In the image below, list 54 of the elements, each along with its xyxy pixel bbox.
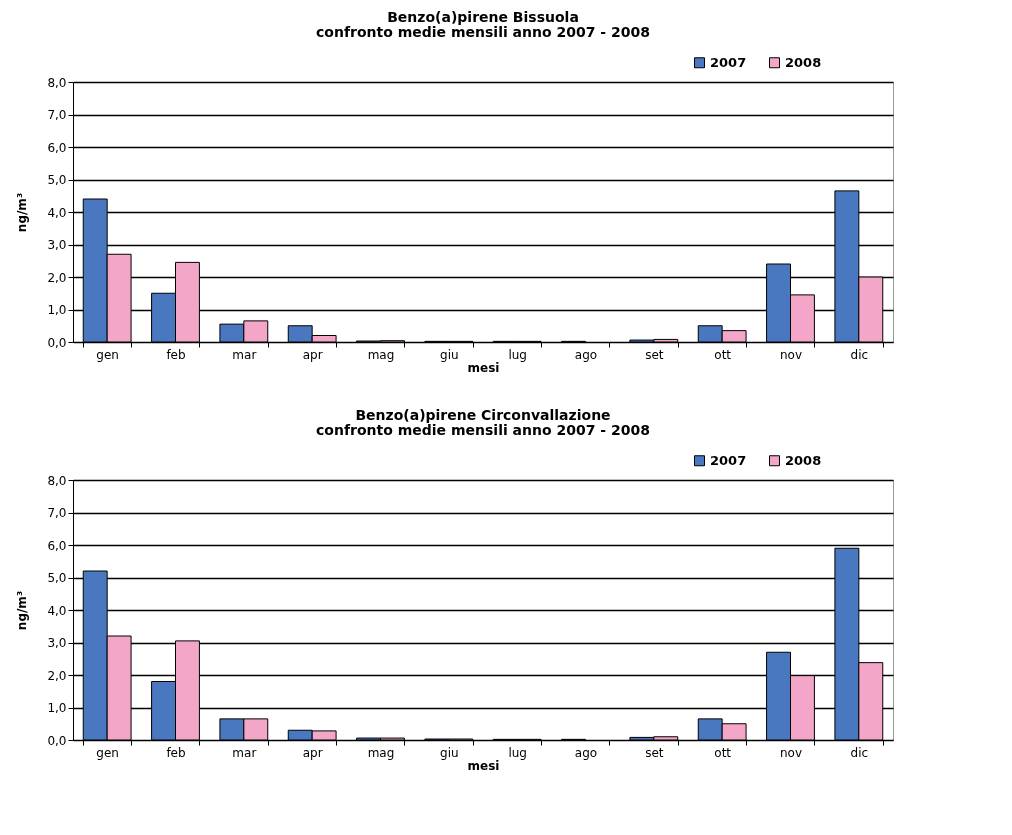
x-tick-label: feb (166, 745, 186, 760)
x-tick-label: feb (166, 347, 186, 362)
x-tick-label: dic (850, 745, 869, 760)
chart-title: Benzo(a)pirene Bissuola (387, 9, 579, 25)
x-tick-label: giu (440, 745, 459, 760)
y-tick-label: 4,0 (47, 603, 67, 618)
y-tick-label: 2,0 (47, 668, 67, 683)
x-axis-title: mesi (467, 758, 500, 773)
legend-label: 2007 (710, 452, 747, 468)
y-axis-title: ng/m³ (15, 590, 30, 631)
chart-subtitle: confronto medie mensili anno 2007 - 2008 (316, 422, 650, 438)
y-tick-label: 3,0 (47, 238, 67, 252)
y-tick-label: 0,0 (47, 335, 67, 350)
x-tick-label: set (645, 347, 664, 362)
y-tick-label: 8,0 (47, 75, 67, 90)
x-tick-label: ott (714, 745, 732, 760)
x-tick-label: dic (850, 347, 869, 362)
x-tick-label: lug (508, 347, 527, 362)
x-tick-label: set (645, 745, 664, 760)
x-tick-label: ago (574, 347, 598, 362)
legend-label: 2008 (785, 54, 822, 70)
y-tick-label: 8,0 (47, 473, 67, 488)
x-tick-label: mag (367, 347, 395, 362)
y-tick-label: 2,0 (47, 270, 67, 285)
x-tick-label: gen (96, 745, 119, 760)
x-tick-label: nov (779, 347, 803, 362)
x-tick-label: mar (232, 347, 257, 362)
y-tick-label: 1,0 (47, 303, 67, 317)
chart-title: Benzo(a)pirene Circonvallazione (355, 407, 611, 423)
x-tick-label: mag (367, 745, 395, 760)
y-tick-label: 6,0 (47, 140, 67, 155)
y-tick-label: 1,0 (47, 701, 67, 715)
x-tick-label: gen (96, 347, 119, 362)
legend-label: 2007 (710, 54, 747, 70)
y-tick-label: 3,0 (47, 636, 67, 650)
x-axis-title: mesi (467, 360, 500, 375)
y-axis-title: ng/m³ (15, 192, 30, 233)
x-tick-label: nov (779, 745, 803, 760)
x-tick-label: apr (302, 745, 323, 760)
y-tick-label: 0,0 (47, 733, 67, 748)
x-tick-label: apr (302, 347, 323, 362)
x-tick-label: ago (574, 745, 598, 760)
y-tick-label: 4,0 (47, 205, 67, 220)
y-tick-label: 6,0 (47, 538, 67, 553)
x-tick-label: lug (508, 745, 527, 760)
y-tick-label: 7,0 (47, 108, 67, 122)
x-tick-label: mar (232, 745, 257, 760)
y-tick-label: 7,0 (47, 506, 67, 520)
y-tick-label: 5,0 (47, 571, 67, 585)
x-tick-label: giu (440, 347, 459, 362)
x-tick-label: ott (714, 347, 732, 362)
legend-label: 2008 (785, 452, 822, 468)
y-tick-label: 5,0 (47, 173, 67, 187)
chart-subtitle: confronto medie mensili anno 2007 - 2008 (316, 24, 650, 40)
